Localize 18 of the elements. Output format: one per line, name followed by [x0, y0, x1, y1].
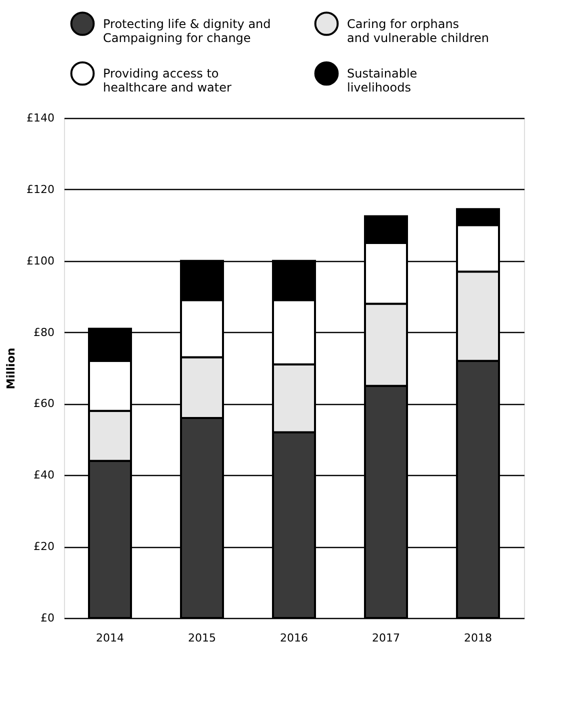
x-tick-label: 2017	[372, 632, 400, 644]
y-tick-label: £120	[26, 182, 54, 196]
x-tick-label: 2016	[280, 632, 308, 644]
x-tick-label: 2015	[188, 632, 216, 644]
legend-label: Providing access to healthcare and water	[103, 66, 232, 94]
x-tick-label: 2014	[96, 632, 124, 644]
y-tick-label: £100	[26, 254, 54, 268]
legend-label: Sustainable livelihoods	[347, 66, 418, 94]
x-tick-label: 2018	[464, 632, 492, 644]
y-tick-label: £20	[34, 540, 54, 554]
y-tick-label: £0	[40, 612, 54, 624]
y-tick-label: £80	[34, 326, 54, 339]
y-tick-label: £140	[26, 112, 54, 124]
legend-label: Protecting life & dignity and Campaigning for change	[103, 16, 271, 45]
y-tick-label: £40	[34, 468, 54, 482]
legend-label: Caring for orphans and vulnerable children	[347, 16, 490, 45]
y-axis-title: Million	[4, 348, 18, 390]
y-tick-label: £60	[34, 397, 54, 410]
